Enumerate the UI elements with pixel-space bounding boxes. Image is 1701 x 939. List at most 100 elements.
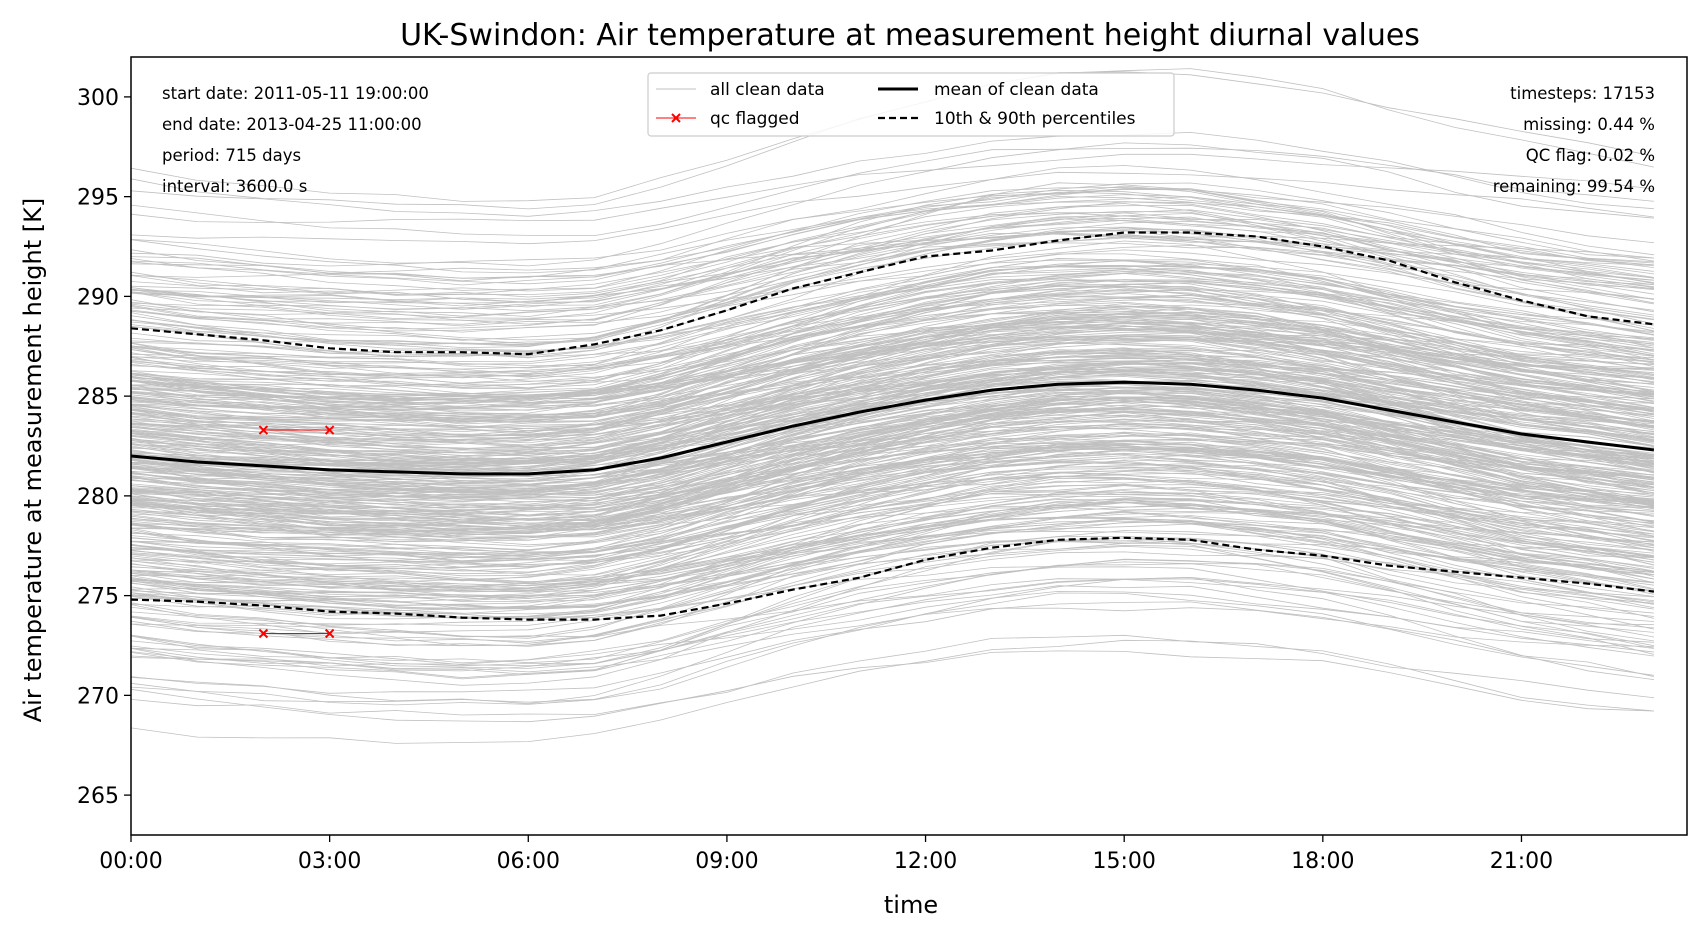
all-clean-data-line xyxy=(131,518,1654,602)
y-tick-label: 295 xyxy=(77,186,119,211)
all-clean-data-line xyxy=(131,289,1654,367)
all-clean-data-line xyxy=(131,447,1654,539)
all-clean-data-line xyxy=(131,271,1654,365)
x-axis-ticks: 00:00 03:00 06:00 09:00 12:00 15:00 18:00 21:00 xyxy=(99,835,1553,874)
qc-flagged-point xyxy=(258,425,269,435)
info-end-date: end date: 2013-04-25 11:00:00 xyxy=(162,115,422,134)
all-clean-data-line xyxy=(131,585,1654,672)
all-clean-data-line xyxy=(131,232,1654,295)
info-remaining: remaining: 99.54 % xyxy=(1493,177,1655,196)
all-clean-data-line xyxy=(131,233,1654,320)
all-clean-data-line xyxy=(131,352,1654,446)
all-clean-data-line xyxy=(131,369,1654,468)
x-tick-label: 06:00 xyxy=(497,849,560,874)
all-clean-data-line xyxy=(131,171,1654,245)
all-clean-data-line xyxy=(131,540,1654,664)
all-clean-data-line xyxy=(131,499,1654,619)
all-clean-data-line xyxy=(131,410,1654,541)
all-clean-data-line xyxy=(131,559,1654,664)
x-tick-label: 21:00 xyxy=(1490,849,1553,874)
all-clean-data-line xyxy=(131,566,1654,667)
all-clean-data-line xyxy=(131,269,1654,352)
all-clean-data-line xyxy=(131,299,1654,420)
all-clean-data-line xyxy=(131,322,1654,386)
x-tick-label: 09:00 xyxy=(695,849,758,874)
percentile-10-line xyxy=(131,536,1655,621)
all-clean-data-line xyxy=(131,253,1654,379)
all-clean-data-line xyxy=(131,411,1654,495)
plot-area: 00:00 03:00 06:00 09:00 12:00 15:00 18:00 21:00… xyxy=(77,56,1688,874)
all-clean-data-line xyxy=(131,551,1654,625)
all-clean-data-line xyxy=(131,383,1654,503)
all-clean-data-line xyxy=(131,537,1654,642)
all-clean-data-line xyxy=(131,240,1654,389)
all-clean-data-line xyxy=(131,601,1654,694)
all-clean-data-line xyxy=(131,506,1654,589)
info-left-block: start date: 2011-05-11 19:00:00 end date… xyxy=(162,84,429,196)
all-clean-data-line xyxy=(131,492,1654,576)
all-clean-data-line xyxy=(131,405,1654,521)
legend: all clean data qc flagged mean of clean … xyxy=(647,72,1175,137)
all-clean-data-line xyxy=(131,297,1654,378)
all-clean-data-line xyxy=(131,448,1654,531)
all-clean-data-line xyxy=(131,210,1654,332)
all-clean-data-line xyxy=(131,371,1654,473)
all-clean-data-line xyxy=(131,366,1654,495)
all-clean-data-line xyxy=(131,650,1654,723)
all-clean-data-line xyxy=(131,462,1654,535)
info-period: period: 715 days xyxy=(162,146,301,165)
all-clean-data-line xyxy=(131,412,1654,531)
all-clean-data-line xyxy=(131,215,1654,341)
all-clean-data-line xyxy=(131,475,1654,533)
all-clean-data-line xyxy=(131,502,1654,602)
all-clean-data-line xyxy=(131,537,1654,602)
all-clean-data-line xyxy=(131,447,1654,533)
all-clean-data-line xyxy=(131,432,1654,514)
x-tick-label: 15:00 xyxy=(1092,849,1155,874)
legend-box xyxy=(647,72,1175,137)
all-clean-data-line xyxy=(131,212,1654,341)
all-clean-data-line xyxy=(131,230,1654,346)
all-clean-data-line xyxy=(131,318,1654,429)
all-clean-data-line xyxy=(131,435,1654,559)
series-layer xyxy=(131,231,1655,639)
all-clean-data-line xyxy=(131,191,1654,286)
all-clean-data-line xyxy=(131,634,1654,716)
all-clean-data-line xyxy=(131,188,1654,303)
all-clean-data-line xyxy=(131,209,1654,308)
all-clean-data-line xyxy=(131,201,1654,345)
all-clean-data-line xyxy=(131,338,1654,453)
all-clean-data-line xyxy=(131,259,1654,346)
y-tick-label: 290 xyxy=(77,285,119,310)
all-clean-data-line xyxy=(131,153,1654,223)
all-clean-data-line xyxy=(131,257,1654,374)
all-clean-data-line xyxy=(131,204,1654,325)
all-clean-data-line xyxy=(131,216,1654,321)
info-qc-flag: QC flag: 0.02 % xyxy=(1526,146,1655,165)
info-interval: interval: 3600.0 s xyxy=(162,177,307,196)
all-clean-data-lines xyxy=(131,68,1654,744)
all-clean-data-line xyxy=(131,182,1654,274)
all-clean-data-line xyxy=(131,325,1654,437)
all-clean-data-line xyxy=(131,194,1654,282)
x-tick-label: 00:00 xyxy=(99,849,162,874)
x-tick-label: 12:00 xyxy=(894,849,957,874)
all-clean-data-line xyxy=(131,392,1654,532)
all-clean-data-line xyxy=(131,485,1654,567)
all-clean-data-line xyxy=(131,380,1654,456)
all-clean-data-line xyxy=(131,432,1654,516)
all-clean-data-line xyxy=(131,360,1654,464)
qc-flagged-point xyxy=(324,425,335,435)
all-clean-data-line xyxy=(131,316,1654,418)
y-tick-label: 265 xyxy=(77,784,119,809)
all-clean-data-line xyxy=(131,576,1654,638)
all-clean-data-line xyxy=(131,449,1654,588)
all-clean-data-line xyxy=(131,607,1654,673)
all-clean-data-line xyxy=(131,357,1654,432)
info-start-date: start date: 2011-05-11 19:00:00 xyxy=(162,84,429,103)
all-clean-data-line xyxy=(131,500,1654,600)
all-clean-data-line xyxy=(131,639,1654,744)
all-clean-data-line xyxy=(131,398,1654,516)
all-clean-data-line xyxy=(131,212,1654,294)
